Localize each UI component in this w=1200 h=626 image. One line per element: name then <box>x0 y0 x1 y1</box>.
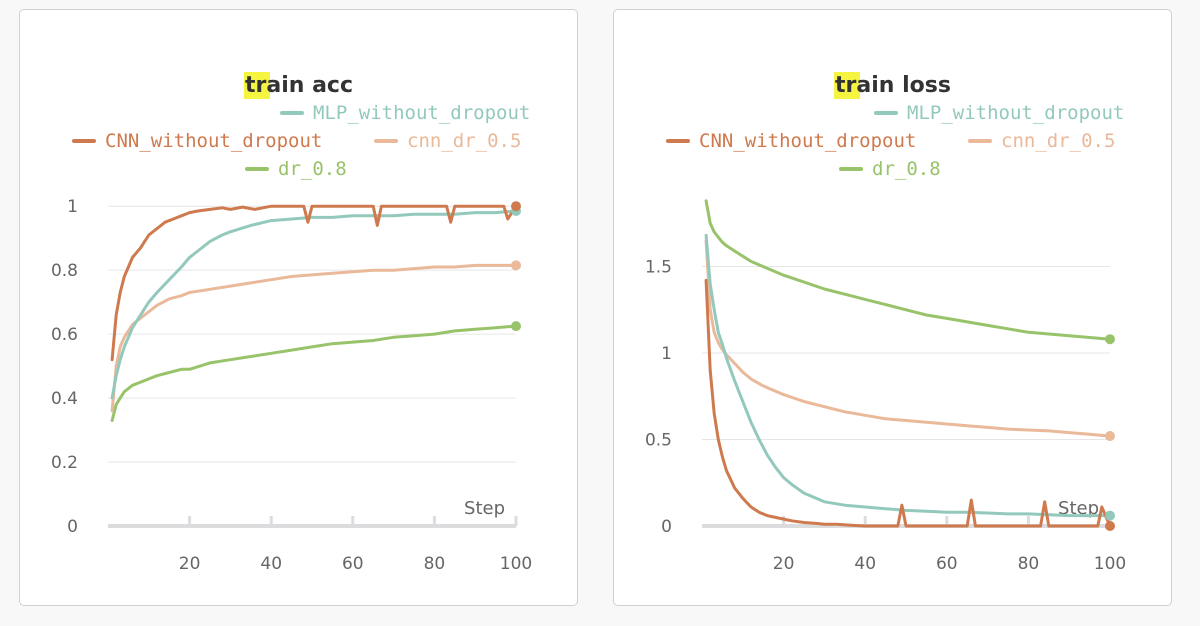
legend-item-mlp-without-dropout[interactable]: MLP_without_dropout <box>874 102 1124 124</box>
x-tick-label: 80 <box>424 554 446 574</box>
legend-label: cnn_dr_0.5 <box>1001 130 1115 152</box>
series-line-cnn-dr-0-5 <box>704 239 1112 438</box>
y-tick-label: 0.6 <box>51 325 78 345</box>
legend-item-dr-0-8[interactable]: dr_0.8 <box>839 158 941 180</box>
legend-item-cnn-without-dropout[interactable]: CNN_without_dropout <box>72 130 322 152</box>
y-tick-label: 1.5 <box>645 258 672 278</box>
x-axis-label: Step <box>464 498 505 519</box>
train-acc-panel: train acc MLP_without_dropout CNN_without_… <box>19 9 578 606</box>
x-tick-label: 60 <box>936 554 958 574</box>
acc-title-rest: ain acc <box>266 73 353 98</box>
legend-item-dr-0-8[interactable]: dr_0.8 <box>245 158 347 180</box>
x-axis-label: Step <box>1058 498 1099 519</box>
series-line-cnn-without-dropout <box>704 278 1112 528</box>
y-tick-label: 0 <box>661 517 672 537</box>
svg-text:train acc: train acc <box>245 73 353 98</box>
legend-item-cnn-without-dropout[interactable]: CNN_without_dropout <box>666 130 916 152</box>
loss-title: train loss <box>835 73 951 98</box>
x-tick-label: 100 <box>500 554 532 574</box>
y-tick-label: 0.8 <box>51 261 78 281</box>
legend-item-mlp-without-dropout[interactable]: MLP_without_dropout <box>280 102 530 124</box>
train-acc-chart: train acc MLP_without_dropout CNN_without_… <box>51 72 532 574</box>
train-loss-chart: train loss MLP_without_dropout CNN_without… <box>645 72 1126 574</box>
svg-text:train loss: train loss <box>835 73 951 98</box>
series-end-point-dr-0-8 <box>511 321 521 332</box>
series-end-point-cnn-without-dropout <box>511 201 521 212</box>
x-tick-label: 60 <box>342 554 364 574</box>
loss-title-highlight: tr <box>835 73 857 98</box>
acc-title-highlight: tr <box>245 73 267 98</box>
series-end-point-mlp-without-dropout <box>1105 510 1115 521</box>
y-tick-label: 1 <box>67 197 78 217</box>
series-line-dr-0-8 <box>110 324 518 422</box>
legend-label: dr_0.8 <box>872 158 941 180</box>
x-tick-label: 20 <box>179 554 201 574</box>
y-tick-label: 0.2 <box>51 453 78 473</box>
series-end-point-dr-0-8 <box>1105 334 1115 345</box>
series-end-point-cnn-dr-0-5 <box>1105 431 1115 442</box>
series-line-mlp-without-dropout <box>704 233 1112 518</box>
y-tick-label: 0.5 <box>645 431 672 451</box>
loss-title-rest: ain loss <box>856 73 951 98</box>
y-tick-label: 0 <box>67 517 78 537</box>
x-tick-label: 40 <box>260 554 282 574</box>
legend-item-cnn-dr-0-5[interactable]: cnn_dr_0.5 <box>968 130 1115 152</box>
series-end-point-cnn-without-dropout <box>1105 521 1115 531</box>
train-loss-panel: train loss MLP_without_dropout CNN_without… <box>613 9 1172 606</box>
series-line-mlp-without-dropout <box>110 209 518 400</box>
x-tick-label: 100 <box>1094 554 1126 574</box>
legend-label: MLP_without_dropout <box>313 102 530 124</box>
series-line-dr-0-8 <box>704 199 1112 341</box>
legend-label: dr_0.8 <box>278 158 347 180</box>
legend-label: CNN_without_dropout <box>105 130 322 152</box>
legend-label: cnn_dr_0.5 <box>407 130 521 152</box>
loss-title-highlight-box <box>834 72 861 99</box>
acc-title: train acc <box>245 73 353 98</box>
acc-title-highlight-box <box>243 72 270 99</box>
y-tick-label: 0.4 <box>51 389 78 409</box>
x-tick-label: 20 <box>773 554 795 574</box>
legend-label: CNN_without_dropout <box>699 130 916 152</box>
y-tick-label: 1 <box>661 344 672 364</box>
x-tick-label: 40 <box>854 554 876 574</box>
x-tick-label: 80 <box>1018 554 1040 574</box>
series-line-cnn-without-dropout <box>110 204 518 362</box>
legend-item-cnn-dr-0-5[interactable]: cnn_dr_0.5 <box>374 130 521 152</box>
series-end-point-cnn-dr-0-5 <box>511 260 521 271</box>
series-line-cnn-dr-0-5 <box>110 263 518 413</box>
legend-label: MLP_without_dropout <box>907 102 1124 124</box>
